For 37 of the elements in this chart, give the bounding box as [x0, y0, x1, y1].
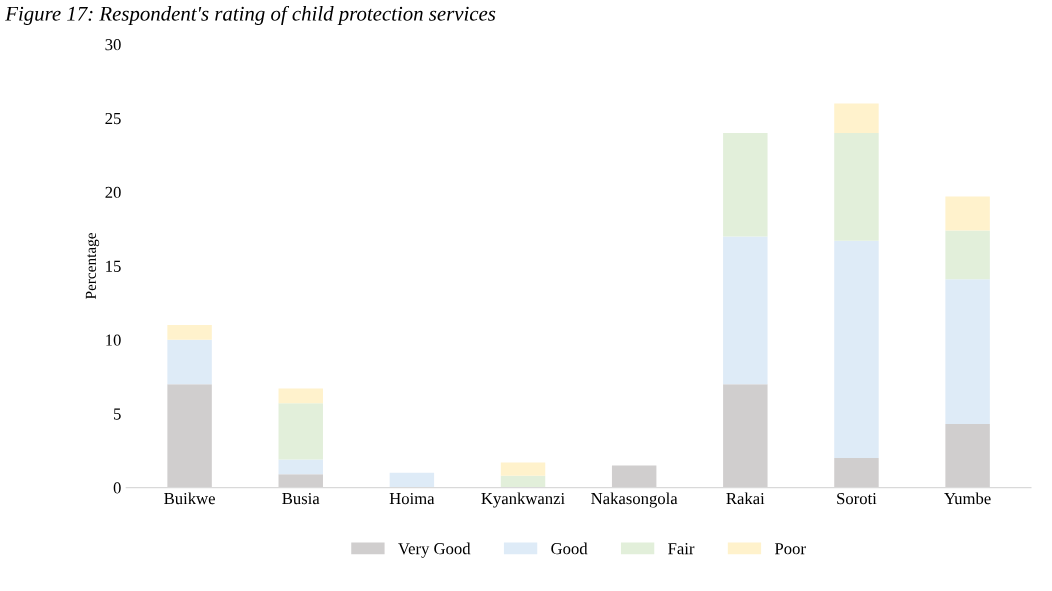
x-tick-label: Buikwe [164, 492, 215, 505]
bar [723, 236, 768, 385]
y-tick-label: 0 [113, 482, 121, 494]
y-axis-title: Percentage [85, 232, 100, 300]
y-tick-label: 10 [106, 334, 121, 346]
bar [723, 132, 768, 237]
bar [278, 459, 323, 475]
bar [389, 472, 435, 488]
bar [500, 462, 546, 476]
x-tick-label: Busia [282, 492, 320, 505]
bar [945, 230, 990, 280]
y-tick-label: 20 [105, 186, 121, 199]
x-tick-label: Rakai [726, 492, 765, 505]
x-tick-label: Kyankwanzi [481, 492, 565, 508]
bar [834, 103, 879, 133]
y-tick-label: 25 [105, 112, 121, 125]
legend-label: Good [551, 542, 588, 555]
legend-label: Fair [668, 543, 695, 555]
bar [278, 388, 323, 404]
bar [500, 475, 546, 488]
bar [945, 196, 990, 231]
bar [945, 279, 990, 425]
legend-label: Very Good [398, 542, 471, 558]
bar [834, 240, 879, 459]
bar [278, 403, 323, 460]
y-tick-label: 30 [105, 39, 121, 51]
x-tick-label: Yumbe [944, 492, 991, 505]
x-tick-label: Nakasongola [591, 492, 678, 508]
bar [834, 132, 879, 241]
chart-title: Figure 17: Respondent's rating of child protection services [5, 5, 496, 26]
bar [167, 325, 212, 340]
legend-label: Poor [774, 543, 806, 555]
y-tick-label: 15 [106, 260, 121, 272]
x-tick-label: Hoima [389, 492, 435, 505]
x-tick-label: Soroti [837, 492, 877, 505]
bar [167, 339, 212, 385]
y-tick-label: 5 [114, 408, 121, 420]
